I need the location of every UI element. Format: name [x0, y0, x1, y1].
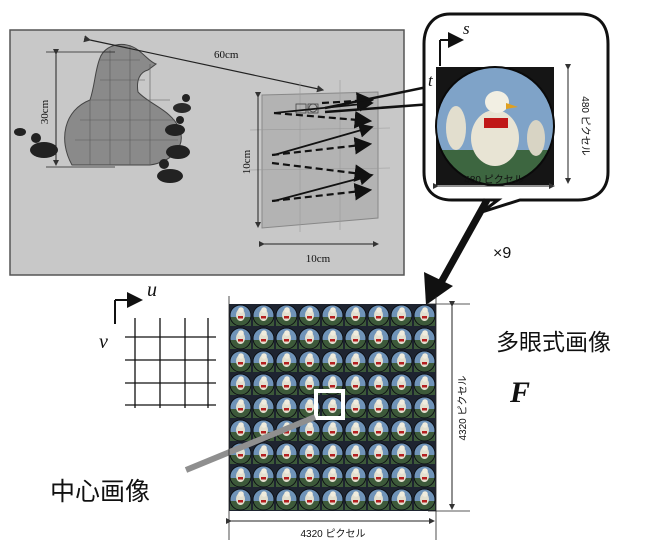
elemental-width-label: 480 ピクセル — [464, 174, 523, 186]
scan-arrow-3 — [271, 136, 373, 157]
integral-image-symbol: F — [509, 376, 530, 409]
raster-scan-path — [271, 92, 375, 203]
replicate-arrow-head — [424, 272, 453, 305]
distance-dimension-line — [83, 35, 325, 93]
integral-height-label: 4320 ピクセル — [457, 375, 469, 440]
center-image-pointer — [184, 414, 317, 473]
scan-return-2 — [273, 123, 374, 156]
scan-arrow-5 — [271, 182, 373, 203]
capture-plane — [261, 91, 379, 229]
u-axis-label: u — [147, 279, 157, 301]
elemental-image-view — [436, 67, 554, 185]
v-axis-label: v — [99, 331, 108, 353]
s-axis-label: s — [463, 19, 470, 38]
uv-grid: u v — [99, 279, 216, 408]
elemental-image-bubble: s t 480 ピクセル 480 ピクセル — [422, 12, 610, 214]
integral-image-tiles — [229, 304, 436, 511]
center-image-label: 中心画像 — [50, 478, 150, 506]
elemental-height-label: 480 ピクセル — [579, 96, 591, 155]
integral-width-label: 4320 ピクセル — [300, 528, 365, 540]
camera-on-plane — [295, 103, 319, 114]
multiply-label: ×9 — [493, 245, 511, 262]
scene-panel: 60cm 30cm 10cm — [9, 29, 405, 276]
replicate-arrow-shaft — [434, 198, 491, 290]
center-image-highlight — [314, 389, 345, 420]
callout-line-top — [324, 84, 433, 110]
callout-line-bottom — [324, 102, 433, 114]
small-duck-stack — [157, 94, 191, 183]
integral-image: 中心画像 4320 ピクセル 4320 ピクセル — [50, 296, 470, 540]
scan-arrow-4 — [271, 161, 373, 182]
distance-label: 60cm — [214, 49, 239, 61]
integral-image-title: 多眼式画像 — [496, 329, 611, 355]
scan-arrow-1 — [321, 92, 375, 110]
small-duck-left — [14, 128, 58, 158]
uv-grid-lines — [125, 318, 216, 408]
plane-width-label: 10cm — [306, 253, 331, 265]
scan-arrow-2 — [273, 110, 373, 129]
plane-height-label: 10cm — [241, 149, 253, 174]
object-height-label: 30cm — [39, 99, 51, 124]
scan-return-1 — [273, 97, 374, 114]
scan-return-3 — [273, 171, 374, 202]
t-axis-label: t — [428, 71, 434, 90]
